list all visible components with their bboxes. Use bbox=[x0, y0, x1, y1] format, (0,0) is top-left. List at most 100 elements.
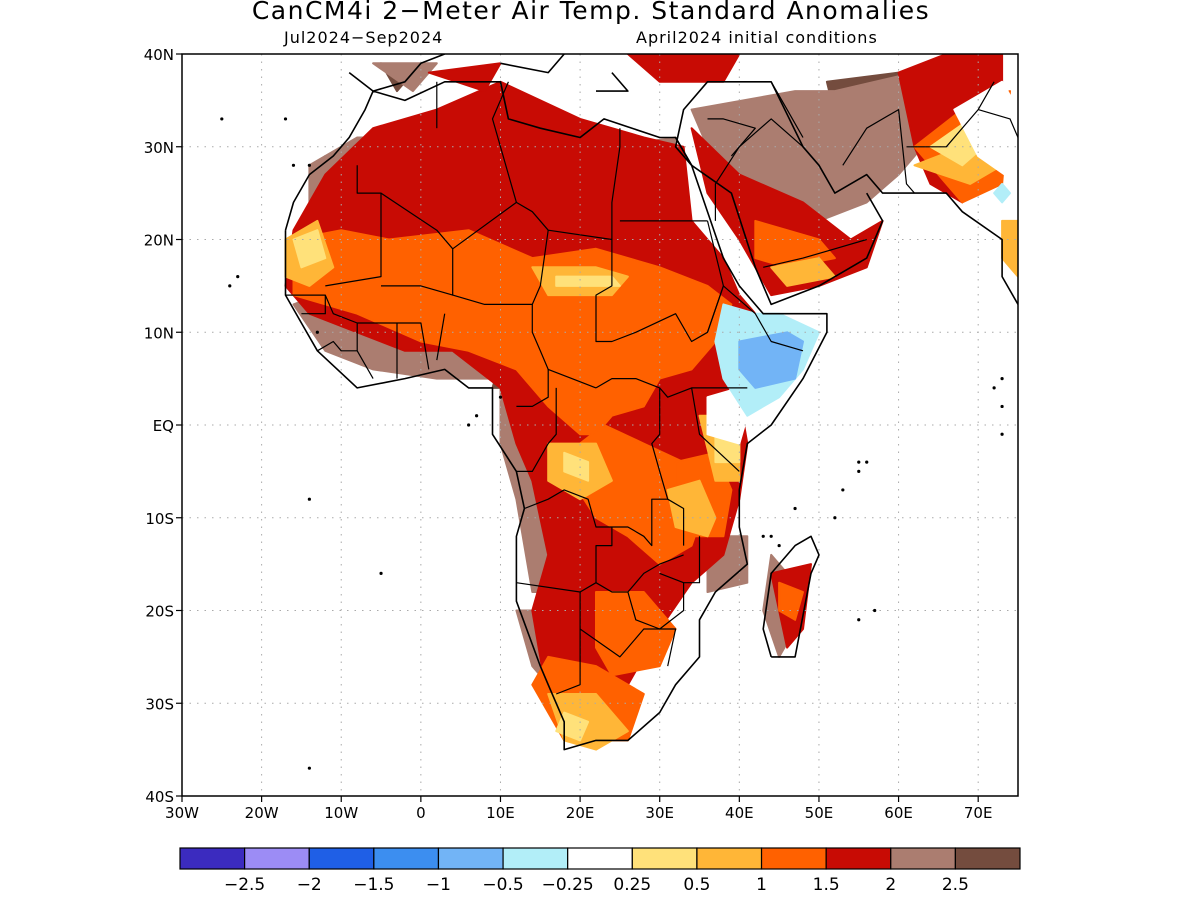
country-border bbox=[842, 108, 915, 194]
island bbox=[307, 766, 311, 770]
island bbox=[291, 163, 296, 167]
island bbox=[307, 497, 311, 501]
island bbox=[467, 423, 471, 427]
colorbar-swatch bbox=[760, 847, 827, 870]
coastline bbox=[691, 164, 884, 306]
island bbox=[777, 543, 781, 548]
country-border bbox=[301, 295, 326, 315]
island bbox=[857, 460, 861, 464]
colorbar-swatch bbox=[890, 847, 956, 870]
island bbox=[992, 386, 996, 390]
colorbar-label: −2 bbox=[297, 875, 322, 895]
lon-tick-label: 60E bbox=[884, 804, 913, 822]
island bbox=[769, 534, 773, 538]
island bbox=[315, 330, 319, 334]
island bbox=[841, 488, 845, 492]
colorbar-swatch bbox=[244, 847, 310, 870]
land-europe bbox=[349, 54, 708, 92]
lat-tick-label: 30S bbox=[145, 695, 174, 713]
colorbar-label: −0.5 bbox=[482, 875, 523, 895]
island bbox=[857, 618, 861, 622]
island bbox=[236, 275, 240, 279]
lat-tick-label: 40S bbox=[145, 788, 174, 806]
lat-tick-label: EQ bbox=[153, 417, 174, 435]
anomaly-region bbox=[993, 182, 1011, 204]
lon-tick-label: 10E bbox=[486, 804, 515, 822]
colorbar-label: 1.5 bbox=[813, 875, 840, 895]
island bbox=[220, 117, 224, 121]
anomaly-region bbox=[666, 479, 717, 538]
colorbar-label: 2.5 bbox=[942, 875, 969, 895]
lon-tick-label: 0 bbox=[416, 804, 426, 822]
country-border bbox=[579, 628, 677, 667]
country-border bbox=[531, 230, 549, 305]
coastline bbox=[596, 72, 629, 92]
colorbar-label: −1.5 bbox=[353, 875, 394, 895]
lat-tick-label: 30N bbox=[144, 139, 174, 157]
country-border bbox=[770, 81, 804, 138]
colorbar-swatch bbox=[437, 847, 504, 870]
country-border bbox=[452, 128, 621, 250]
island bbox=[873, 608, 877, 613]
colorbar-swatch bbox=[631, 847, 698, 870]
period-subtitle: Jul2024−Sep2024 bbox=[284, 28, 444, 47]
small-islands bbox=[220, 117, 1004, 770]
island bbox=[1000, 432, 1004, 436]
lon-tick-label: 30W bbox=[165, 804, 199, 822]
country-border bbox=[516, 369, 549, 407]
island bbox=[761, 534, 765, 538]
country-border bbox=[707, 118, 756, 157]
lat-tick-label: 10N bbox=[144, 324, 174, 342]
coastline bbox=[674, 81, 1018, 305]
island bbox=[228, 284, 232, 288]
island bbox=[833, 516, 837, 520]
colorbar-label: 0.25 bbox=[613, 875, 651, 895]
country-border bbox=[491, 81, 517, 203]
colorbar-swatch bbox=[696, 847, 763, 870]
coastline bbox=[762, 535, 820, 658]
country-border bbox=[595, 378, 748, 398]
country-border bbox=[763, 238, 867, 268]
country-border bbox=[611, 498, 668, 547]
country-border bbox=[978, 109, 1018, 138]
country-border bbox=[555, 592, 581, 695]
island bbox=[865, 460, 869, 464]
island bbox=[1000, 404, 1004, 409]
coastline bbox=[284, 81, 828, 751]
country-border bbox=[683, 536, 701, 584]
axis-ticks: 30W 20W 10W 0 10E 20E 30E 40E 50E 60E 70E 40N 30N 20N… bbox=[144, 46, 993, 822]
anomaly-region bbox=[555, 275, 621, 287]
lat-tick-label: 20S bbox=[145, 603, 174, 621]
island bbox=[379, 571, 383, 576]
country-border bbox=[380, 192, 454, 296]
country-border bbox=[595, 554, 684, 593]
colorbar-label: 1 bbox=[756, 875, 767, 895]
island bbox=[498, 395, 503, 399]
lon-tick-label: 40E bbox=[725, 804, 754, 822]
coastline bbox=[500, 54, 565, 74]
colorbar-swatch bbox=[179, 847, 246, 870]
lat-tick-label: 10S bbox=[145, 510, 174, 528]
country-border bbox=[627, 572, 685, 630]
lat-tick-label: 40N bbox=[144, 46, 174, 64]
country-border bbox=[285, 294, 374, 379]
lon-tick-label: 30E bbox=[645, 804, 674, 822]
coastline bbox=[348, 54, 445, 92]
initial-conditions-subtitle: April2024 initial conditions bbox=[636, 28, 878, 47]
colorbar: −2.5 −2 −1.5 −1 −0.5 −0.25 0.25 0.5 1 1.5 2 2.5 bbox=[179, 847, 1021, 895]
lat-tick-label: 20N bbox=[144, 232, 174, 250]
country-border bbox=[651, 387, 685, 546]
lon-tick-label: 10W bbox=[324, 804, 358, 822]
country-borders bbox=[285, 81, 1018, 695]
anomaly-region bbox=[690, 127, 884, 297]
colorbar-label: −0.25 bbox=[542, 875, 594, 895]
country-border bbox=[436, 313, 446, 361]
island bbox=[857, 469, 861, 473]
colorbar-swatch bbox=[825, 847, 892, 870]
island bbox=[283, 117, 288, 121]
country-border bbox=[706, 285, 804, 352]
colorbar-swatch bbox=[373, 847, 440, 870]
colorbar-swatch bbox=[502, 847, 569, 870]
island bbox=[474, 414, 479, 418]
